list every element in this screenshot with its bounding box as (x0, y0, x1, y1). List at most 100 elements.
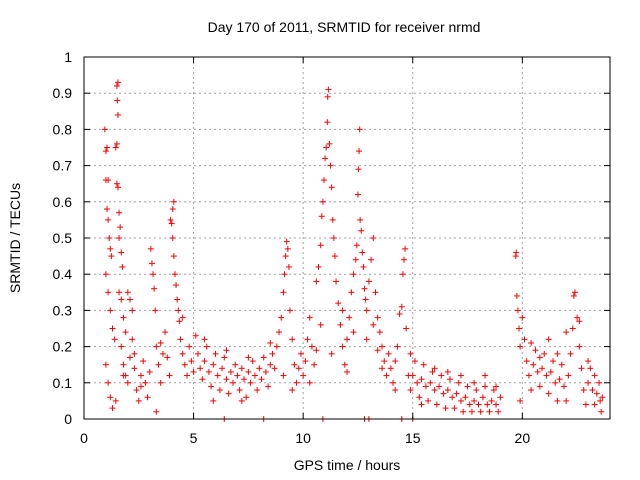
data-point (350, 329, 357, 336)
data-point (530, 361, 537, 368)
data-point (273, 343, 280, 350)
data-point (453, 390, 460, 397)
data-point (409, 372, 416, 379)
data-point (589, 387, 596, 394)
data-point (291, 361, 298, 368)
data-point (587, 365, 594, 372)
data-point (129, 307, 136, 314)
data-point (482, 383, 489, 390)
data-point (370, 321, 377, 328)
y-tick-labels: 0 0.1 0.2 0.3 0.4 0.5 0.6 0.7 0.8 0.9 1 (53, 49, 73, 427)
data-point (560, 383, 567, 390)
data-point (114, 79, 121, 86)
data-point (596, 379, 603, 386)
x-tick-labels: 0 5 10 15 20 (80, 430, 530, 446)
data-point (245, 368, 252, 375)
data-point (238, 365, 245, 372)
data-point (337, 321, 344, 328)
data-point (168, 220, 175, 227)
data-point (493, 401, 500, 408)
data-point (392, 387, 399, 394)
data-point (543, 372, 550, 379)
data-point (159, 350, 166, 357)
data-point (400, 256, 407, 263)
data-point (127, 296, 134, 303)
data-point (104, 206, 111, 213)
data-point (411, 358, 418, 365)
data-point (297, 350, 304, 357)
data-point (361, 285, 368, 292)
data-point (205, 368, 212, 375)
data-point (392, 358, 399, 365)
data-point (422, 383, 429, 390)
data-point (554, 397, 561, 404)
data-point (363, 336, 370, 343)
data-point (442, 405, 449, 412)
data-point (582, 401, 589, 408)
data-point (179, 350, 186, 357)
data-point (457, 397, 464, 404)
data-point (212, 350, 219, 357)
data-point (295, 365, 302, 372)
data-point (289, 387, 296, 394)
data-point (109, 405, 116, 412)
data-point (124, 289, 131, 296)
data-point (114, 97, 121, 104)
data-point (258, 376, 265, 383)
data-point (468, 408, 475, 415)
data-point (372, 289, 379, 296)
y-tick-label: 0.3 (53, 302, 73, 318)
data-point (317, 321, 324, 328)
data-point (578, 365, 585, 372)
data-point (379, 365, 386, 372)
data-point (184, 372, 191, 379)
data-point (170, 253, 177, 260)
data-point (102, 271, 109, 278)
data-point (227, 368, 234, 375)
data-point (344, 336, 350, 343)
data-point (322, 155, 329, 162)
data-point (550, 358, 557, 365)
data-point (170, 198, 177, 205)
chart-title: Day 170 of 2011, SRMTID for receiver nrm… (208, 19, 481, 35)
data-point (319, 198, 326, 205)
data-point (324, 93, 331, 100)
data-point (328, 184, 335, 191)
data-point (133, 387, 140, 394)
data-point (580, 387, 587, 394)
data-point (563, 397, 570, 404)
data-point (120, 372, 127, 379)
data-point (320, 177, 327, 184)
data-point (567, 350, 574, 357)
data-point (176, 318, 183, 325)
data-point (293, 379, 300, 386)
data-point (374, 347, 381, 354)
data-point (234, 372, 241, 379)
data-point (517, 397, 524, 404)
data-point (570, 292, 577, 299)
data-point (166, 372, 173, 379)
data-point (169, 235, 176, 241)
data-point (354, 191, 361, 198)
data-point (137, 372, 144, 379)
data-point (230, 379, 237, 386)
data-point (236, 387, 243, 394)
data-point (352, 256, 359, 263)
data-point (313, 278, 320, 285)
data-point (113, 140, 120, 147)
y-tick-label: 0.1 (53, 375, 73, 391)
data-point (324, 119, 331, 126)
data-point (356, 126, 363, 133)
data-point (339, 307, 346, 314)
data-point (325, 86, 332, 93)
data-point (598, 408, 605, 415)
data-point (565, 372, 572, 379)
data-point (444, 368, 451, 375)
data-point (186, 343, 193, 350)
data-point (306, 314, 313, 321)
data-point (120, 314, 127, 321)
data-point (353, 242, 360, 249)
data-point (427, 379, 434, 386)
data-point (267, 361, 274, 368)
data-point (390, 379, 397, 386)
